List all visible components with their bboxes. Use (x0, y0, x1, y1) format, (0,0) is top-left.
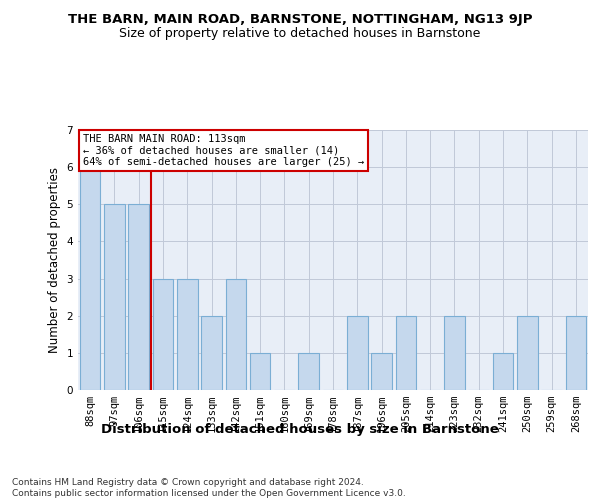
Text: THE BARN MAIN ROAD: 113sqm
← 36% of detached houses are smaller (14)
64% of semi: THE BARN MAIN ROAD: 113sqm ← 36% of deta… (83, 134, 364, 167)
Bar (298, 353, 319, 390)
Text: Distribution of detached houses by size in Barnstone: Distribution of detached houses by size … (101, 422, 499, 436)
Bar (371, 353, 392, 390)
Bar (566, 316, 586, 390)
Bar (444, 316, 465, 390)
Bar (395, 316, 416, 390)
Bar (104, 204, 125, 390)
Y-axis label: Number of detached properties: Number of detached properties (48, 167, 61, 353)
Bar (152, 278, 173, 390)
Bar (80, 167, 100, 390)
Bar (128, 204, 149, 390)
Bar (347, 316, 368, 390)
Bar (226, 278, 246, 390)
Text: Size of property relative to detached houses in Barnstone: Size of property relative to detached ho… (119, 28, 481, 40)
Bar (517, 316, 538, 390)
Bar (250, 353, 271, 390)
Bar (201, 316, 222, 390)
Bar (177, 278, 197, 390)
Text: THE BARN, MAIN ROAD, BARNSTONE, NOTTINGHAM, NG13 9JP: THE BARN, MAIN ROAD, BARNSTONE, NOTTINGH… (68, 12, 532, 26)
Text: Contains HM Land Registry data © Crown copyright and database right 2024.
Contai: Contains HM Land Registry data © Crown c… (12, 478, 406, 498)
Bar (493, 353, 514, 390)
